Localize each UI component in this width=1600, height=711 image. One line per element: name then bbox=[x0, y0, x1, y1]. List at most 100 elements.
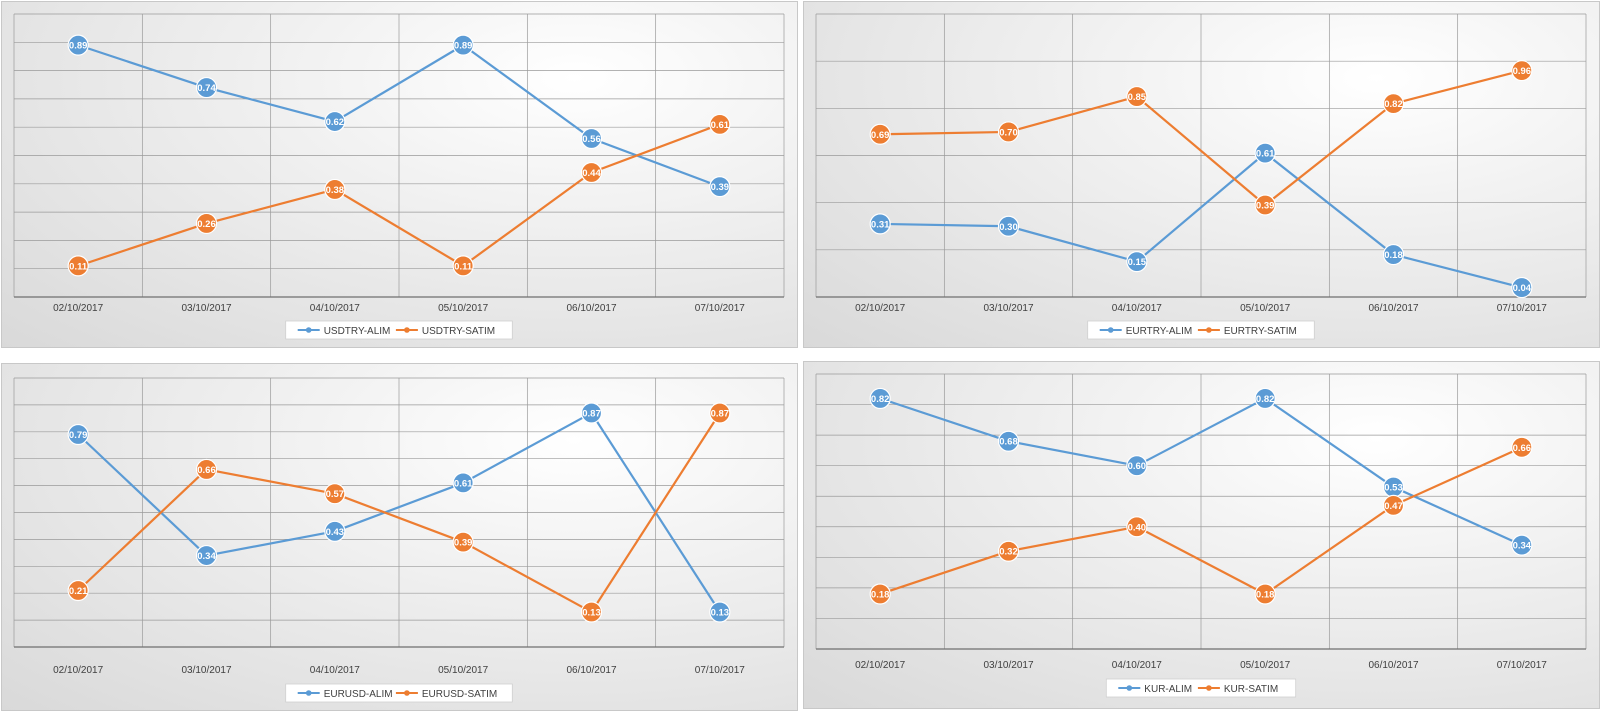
x-tick-label: 06/10/2017 bbox=[1368, 303, 1418, 314]
data-point bbox=[709, 601, 731, 623]
data-label: 0.87 bbox=[711, 408, 730, 419]
x-tick-label: 02/10/2017 bbox=[53, 665, 103, 676]
data-label: 0.85 bbox=[1128, 92, 1147, 103]
data-label: 0.61 bbox=[711, 120, 730, 131]
legend-dot-marker bbox=[1206, 685, 1212, 691]
data-label: 0.34 bbox=[1513, 541, 1532, 552]
data-label: 0.18 bbox=[871, 590, 890, 601]
data-point bbox=[452, 255, 474, 277]
legend-item: KUR-SATIM bbox=[1197, 684, 1278, 695]
series-eurtry-satim: 0.69 0.70 0.85 0.39 0.82 0.96 bbox=[869, 59, 1533, 216]
data-point bbox=[1126, 455, 1148, 477]
data-point bbox=[997, 215, 1020, 237]
data-point bbox=[67, 255, 89, 277]
data-point bbox=[1382, 243, 1405, 266]
data-label: 0.53 bbox=[1384, 483, 1403, 494]
data-point bbox=[1254, 194, 1276, 216]
legend-dot-marker bbox=[305, 327, 312, 333]
legend-label: EURUSD-SATIM bbox=[422, 689, 497, 700]
data-point bbox=[580, 161, 603, 184]
data-point bbox=[709, 402, 731, 424]
data-point bbox=[1126, 85, 1148, 108]
data-label: 0.18 bbox=[1384, 250, 1403, 261]
data-label: 0.47 bbox=[1384, 501, 1403, 512]
data-point bbox=[1511, 276, 1533, 299]
x-tick-label: 05/10/2017 bbox=[1240, 660, 1290, 671]
x-tick-label: 03/10/2017 bbox=[181, 303, 231, 314]
gridlines bbox=[815, 13, 1587, 298]
data-label: 0.74 bbox=[197, 83, 216, 94]
usdtry-line-chart: 02/10/2017 03/10/2017 04/10/2017 05/10/2017… bbox=[13, 13, 785, 340]
x-tick-label: 04/10/2017 bbox=[1112, 660, 1162, 671]
legend: USDTRY-ALIM USDTRY-SATIM bbox=[285, 320, 513, 340]
x-tick-label: 03/10/2017 bbox=[181, 665, 231, 676]
data-label: 0.79 bbox=[69, 430, 88, 441]
data-label: 0.44 bbox=[582, 168, 601, 179]
data-label: 0.32 bbox=[999, 547, 1018, 558]
x-tick-label: 07/10/2017 bbox=[695, 303, 745, 314]
legend-item: EURTRY-ALIM bbox=[1099, 326, 1192, 337]
series-line bbox=[77, 44, 721, 188]
data-label: 0.11 bbox=[69, 261, 88, 272]
series-line bbox=[879, 446, 1523, 596]
data-point bbox=[869, 583, 891, 605]
legend: EURUSD-ALIM EURUSD-SATIM bbox=[285, 683, 513, 703]
series-line bbox=[880, 152, 1523, 289]
eurusd-chart-panel: 02/10/2017 03/10/2017 04/10/2017 05/10/2017… bbox=[1, 363, 798, 711]
data-label: 0.69 bbox=[871, 130, 890, 141]
data-label: 0.13 bbox=[582, 608, 601, 619]
legend-item: KUR-ALIM bbox=[1118, 684, 1192, 695]
data-label: 0.57 bbox=[326, 489, 345, 500]
data-point bbox=[324, 178, 346, 201]
data-point bbox=[67, 423, 89, 446]
x-tick-label: 07/10/2017 bbox=[1497, 303, 1547, 314]
data-label: 0.82 bbox=[1384, 99, 1403, 110]
legend-item: EURUSD-SATIM bbox=[395, 689, 497, 700]
data-label: 0.62 bbox=[326, 117, 345, 128]
data-point bbox=[1254, 387, 1276, 410]
data-label: 0.61 bbox=[1256, 149, 1275, 160]
x-tick-label: 02/10/2017 bbox=[53, 303, 103, 314]
data-point bbox=[1511, 436, 1533, 458]
series-line bbox=[880, 69, 1523, 207]
series-line bbox=[77, 411, 721, 613]
legend-item: USDTRY-ALIM bbox=[297, 326, 390, 337]
legend-item: EURUSD-ALIM bbox=[297, 689, 393, 700]
data-label: 0.30 bbox=[999, 222, 1018, 233]
data-label: 0.60 bbox=[1128, 461, 1147, 472]
data-label: 0.66 bbox=[1513, 443, 1532, 454]
data-label: 0.31 bbox=[871, 219, 890, 230]
x-tick-label: 03/10/2017 bbox=[983, 303, 1033, 314]
data-label: 0.70 bbox=[999, 127, 1018, 138]
series-usdtry-alim: 0.89 0.74 0.62 0.89 0.56 0.39 bbox=[67, 34, 731, 198]
data-label: 0.34 bbox=[197, 551, 216, 562]
data-label: 0.43 bbox=[326, 527, 345, 538]
x-tick-label: 04/10/2017 bbox=[1112, 303, 1162, 314]
series-eurusd-satim: 0.21 0.66 0.57 0.39 0.13 0.87 bbox=[67, 402, 731, 623]
data-point bbox=[452, 34, 474, 56]
data-point bbox=[1254, 583, 1276, 605]
x-tick-label: 06/10/2017 bbox=[1368, 660, 1418, 671]
data-point bbox=[1382, 93, 1405, 115]
data-point bbox=[997, 121, 1020, 143]
legend-label: EURTRY-SATIM bbox=[1224, 326, 1297, 337]
series-usdtry-satim: 0.11 0.26 0.38 0.11 0.44 0.61 bbox=[67, 113, 731, 277]
x-tick-label: 06/10/2017 bbox=[566, 665, 616, 676]
gridlines bbox=[13, 377, 785, 648]
x-tick-label: 02/10/2017 bbox=[855, 660, 905, 671]
series-eurtry-alim: 0.31 0.30 0.15 0.61 0.18 0.04 bbox=[869, 142, 1533, 299]
x-tick-label: 04/10/2017 bbox=[310, 303, 360, 314]
data-point bbox=[580, 127, 603, 150]
data-label: 0.66 bbox=[197, 465, 216, 476]
data-point bbox=[1254, 142, 1276, 164]
series-line bbox=[77, 123, 721, 267]
data-label: 0.61 bbox=[454, 478, 473, 489]
data-point bbox=[869, 213, 891, 235]
x-tick-label: 05/10/2017 bbox=[1240, 303, 1290, 314]
data-point bbox=[324, 483, 346, 505]
data-point bbox=[324, 110, 346, 133]
data-point bbox=[997, 540, 1020, 562]
legend-label: EURUSD-ALIM bbox=[324, 689, 393, 700]
data-point bbox=[709, 113, 731, 135]
data-label: 0.82 bbox=[1256, 394, 1275, 405]
